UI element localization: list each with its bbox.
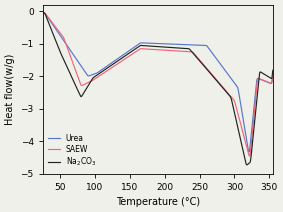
Urea	[41, 12, 44, 14]
SAEW	[248, 155, 251, 157]
SAEW	[139, 47, 143, 50]
Na₂CO₃	[41, 12, 44, 14]
Y-axis label: Heat flow(w/g): Heat flow(w/g)	[5, 53, 15, 125]
Line: SAEW: SAEW	[43, 13, 273, 156]
Na₂CO₃	[267, 75, 270, 78]
SAEW	[41, 12, 44, 14]
Na₂CO₃	[67, 70, 71, 72]
Na₂CO₃	[242, 152, 245, 154]
Urea	[247, 151, 250, 153]
Line: Na₂CO₃: Na₂CO₃	[43, 13, 273, 165]
SAEW	[271, 76, 275, 78]
Urea	[271, 76, 275, 78]
Line: Urea: Urea	[43, 13, 273, 152]
Urea	[81, 67, 84, 70]
SAEW	[67, 51, 71, 53]
Na₂CO₃	[129, 50, 133, 53]
Urea	[129, 48, 133, 51]
Na₂CO₃	[139, 44, 143, 47]
SAEW	[129, 54, 133, 56]
X-axis label: Temperature (°C): Temperature (°C)	[116, 197, 200, 207]
Urea	[242, 120, 245, 123]
Na₂CO₃	[81, 93, 84, 96]
SAEW	[242, 134, 245, 136]
Na₂CO₃	[245, 164, 248, 166]
Urea	[139, 42, 143, 44]
Legend: Urea, SAEW, Na$_2$CO$_3$: Urea, SAEW, Na$_2$CO$_3$	[46, 132, 98, 170]
Na₂CO₃	[271, 69, 275, 71]
SAEW	[267, 81, 270, 84]
Urea	[67, 47, 71, 50]
SAEW	[81, 84, 84, 86]
Urea	[267, 81, 270, 84]
